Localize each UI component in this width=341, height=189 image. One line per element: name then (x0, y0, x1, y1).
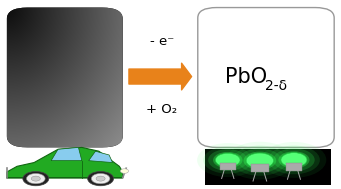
Circle shape (216, 153, 240, 167)
Circle shape (208, 149, 248, 171)
Circle shape (197, 143, 258, 177)
Circle shape (246, 153, 273, 168)
Circle shape (233, 146, 287, 176)
Circle shape (278, 151, 310, 169)
Circle shape (96, 176, 105, 181)
Polygon shape (220, 163, 236, 170)
Circle shape (238, 149, 282, 173)
Circle shape (27, 174, 45, 184)
FancyBboxPatch shape (7, 8, 123, 147)
Circle shape (226, 142, 294, 180)
FancyBboxPatch shape (198, 8, 334, 147)
Polygon shape (251, 164, 269, 172)
Circle shape (243, 152, 276, 170)
Circle shape (120, 169, 129, 173)
Circle shape (213, 152, 242, 168)
Circle shape (268, 146, 320, 174)
Text: PbO: PbO (225, 67, 267, 87)
Polygon shape (51, 147, 82, 161)
Circle shape (273, 148, 315, 171)
FancyBboxPatch shape (205, 149, 331, 185)
Circle shape (91, 174, 110, 184)
Polygon shape (89, 151, 113, 163)
Circle shape (23, 171, 49, 186)
Polygon shape (7, 147, 123, 178)
Circle shape (203, 146, 252, 174)
Circle shape (281, 153, 307, 167)
Polygon shape (285, 163, 302, 171)
Text: - e⁻: - e⁻ (150, 35, 174, 48)
Circle shape (88, 171, 114, 186)
Circle shape (31, 176, 40, 181)
Text: 2-δ: 2-δ (265, 79, 287, 93)
Text: + O₂: + O₂ (146, 103, 178, 116)
Circle shape (262, 142, 326, 178)
